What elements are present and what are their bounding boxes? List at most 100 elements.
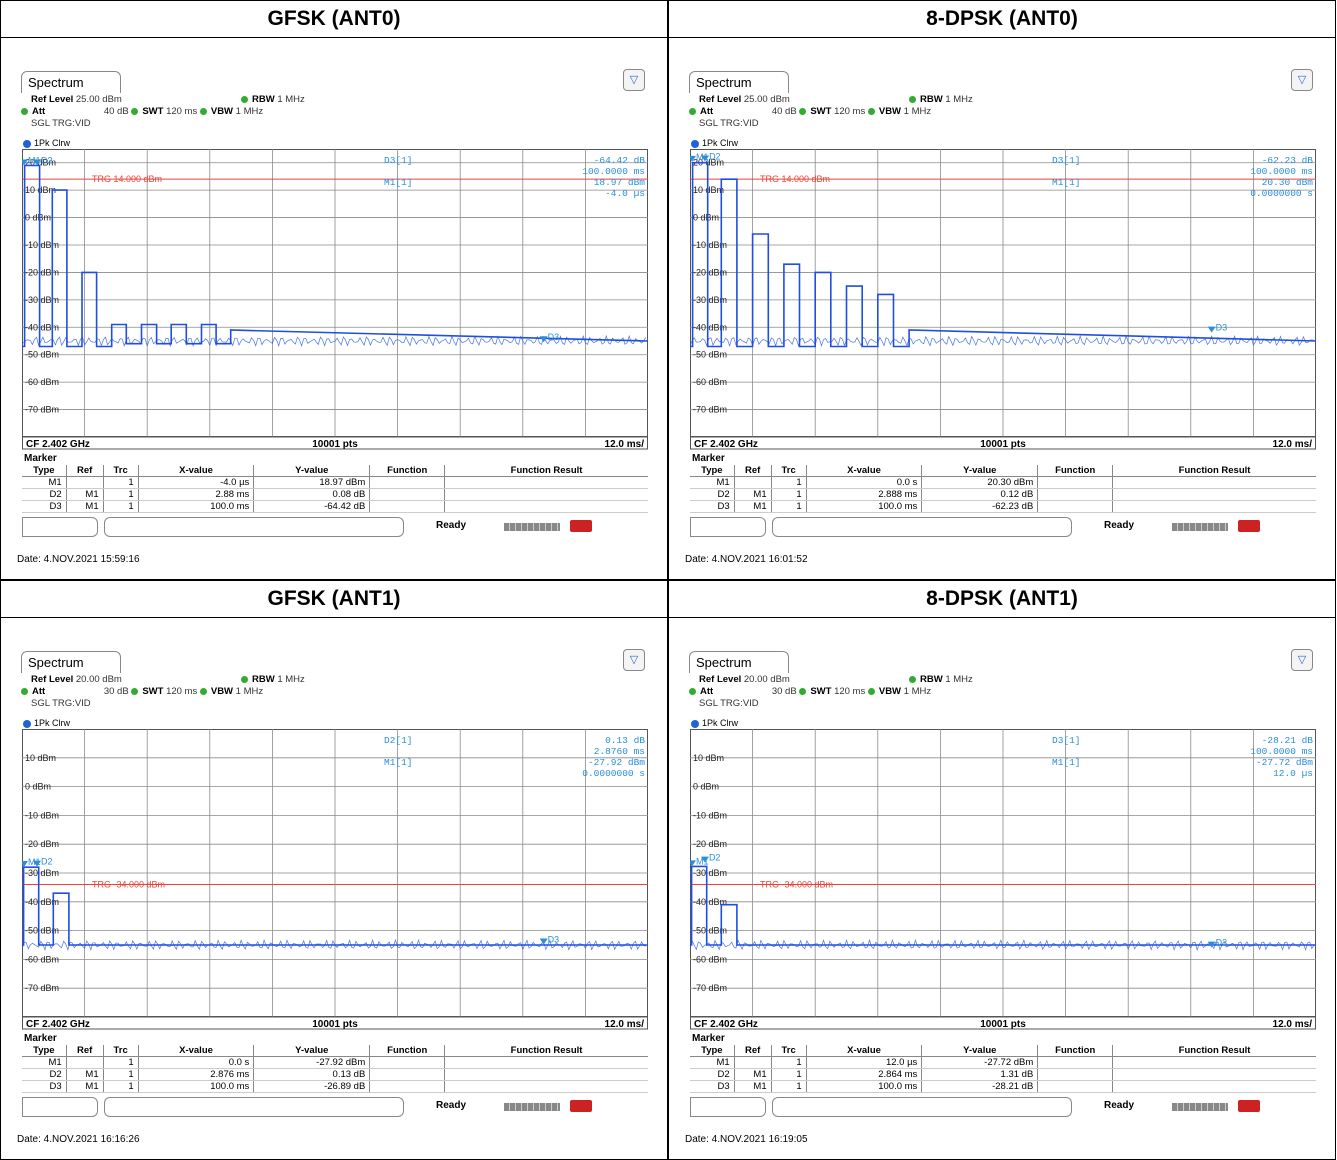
marker-m1: [22, 861, 28, 868]
marker-table-cell: [733, 476, 772, 489]
ref-level-label: Ref Level: [31, 94, 74, 105]
status-field-2[interactable]: [772, 517, 1072, 537]
display-settings-icon[interactable]: ▽: [1291, 649, 1313, 671]
marker-table-cell: [1112, 488, 1316, 501]
marker-label-d3: D3: [548, 934, 560, 944]
marker-table-cell: -26.89 dB: [253, 1080, 370, 1093]
status-field-1[interactable]: [690, 1097, 766, 1117]
vbw-value: 1 MHz: [235, 106, 264, 117]
trace-indicator-icon: [691, 139, 699, 148]
marker-table-cell: D3: [22, 500, 67, 513]
marker-table-row[interactable]: M1 1 12.0 µs -27.72 dBm: [690, 1056, 1316, 1069]
column-header: Function: [369, 1045, 445, 1057]
instrument-logo-icon: [570, 1100, 592, 1112]
marker-table-row[interactable]: D2 M1 1 2.876 ms 0.13 dB: [22, 1068, 648, 1081]
display-settings-icon[interactable]: ▽: [623, 69, 645, 91]
status-field-1[interactable]: [22, 1097, 98, 1117]
marker-table-cell: M1: [65, 1080, 104, 1093]
y-tick-label: -10 dBm: [25, 240, 59, 250]
spectrum-plot: 20 dBm 10 dBm 0 dBm -10 dBm -20 dBm -30 dBm -4…: [690, 149, 1316, 450]
center-frequency: CF 2.402 GHz: [26, 439, 90, 450]
y-tick-label: 0 dBm: [693, 213, 719, 223]
marker-table-cell: [1037, 1080, 1113, 1093]
y-tick-label: -60 dBm: [693, 954, 727, 964]
marker-table-row[interactable]: M1 1 -4.0 µs 18.97 dBm: [22, 476, 648, 489]
trace-mode: 1Pk Clrw: [34, 138, 71, 148]
marker-table-cell: [733, 1056, 772, 1069]
ref-level-value: 25.00 dBm: [743, 94, 790, 105]
marker-table-row[interactable]: D3 M1 1 100.0 ms -28.21 dB: [690, 1080, 1316, 1093]
marker-table-title: Marker: [24, 453, 57, 464]
column-header: Trc: [102, 1045, 139, 1057]
center-frequency: CF 2.402 GHz: [694, 1019, 758, 1030]
trace-line: [22, 164, 648, 348]
display-settings-icon[interactable]: ▽: [623, 649, 645, 671]
att-indicator-icon: [21, 687, 28, 695]
trigger-mode: SGL TRG:VID: [699, 118, 759, 129]
tab-spectrum[interactable]: Spectrum: [21, 71, 121, 93]
marker-table-cell: 18.97 dBm: [253, 476, 370, 489]
status-field-2[interactable]: [772, 1097, 1072, 1117]
marker-table-cell: [1112, 500, 1316, 513]
display-settings-icon[interactable]: ▽: [1291, 69, 1313, 91]
tab-spectrum[interactable]: Spectrum: [689, 71, 789, 93]
att-value: 30 dB: [771, 686, 797, 697]
marker-table-cell: [369, 500, 445, 513]
marker-table-title: Marker: [24, 1033, 57, 1044]
marker-label-d2: D2: [41, 857, 53, 867]
marker-table-cell: [369, 476, 445, 489]
marker-table-row[interactable]: D3 M1 1 100.0 ms -26.89 dB: [22, 1080, 648, 1093]
marker-table-cell: [444, 500, 648, 513]
center-frequency: CF 2.402 GHz: [694, 439, 758, 450]
trigger-mode: SGL TRG:VID: [699, 698, 759, 709]
status-field-1[interactable]: [690, 517, 766, 537]
marker-table-row[interactable]: D2 M1 1 2.864 ms 1.31 dB: [690, 1068, 1316, 1081]
noise-floor-trace: [22, 938, 646, 952]
status-field-2[interactable]: [104, 517, 404, 537]
marker-table-row[interactable]: D3 M1 1 100.0 ms -62.23 dB: [690, 500, 1316, 513]
column-header: Trc: [770, 465, 807, 477]
ref-level-label: Ref Level: [699, 94, 742, 105]
ref-level-value: 25.00 dBm: [75, 94, 122, 105]
spectrum-plot: 10 dBm 0 dBm -10 dBm -20 dBm -30 dBm -40 dBm -…: [690, 729, 1316, 1030]
spectrum-plot: 20 dBm 10 dBm 0 dBm -10 dBm -20 dBm -30 dBm -4…: [22, 149, 648, 450]
column-header: Type: [690, 1045, 735, 1057]
capture-date: Date: 4.NOV.2021 16:16:26: [17, 1134, 140, 1145]
marker-table-cell: 1: [770, 500, 807, 513]
att-line: Att 30 dB SWT 120 ms VBW 1 MHz: [689, 686, 931, 698]
trace-mode: 1Pk Clrw: [702, 718, 739, 728]
readout-2-x: 0.0000000 s: [1250, 188, 1313, 199]
marker-table-cell: M1: [22, 476, 67, 489]
marker-table-row[interactable]: M1 1 0.0 s 20.30 dBm: [690, 476, 1316, 489]
marker-d2: [700, 856, 709, 863]
y-tick-label: 10 dBm: [693, 753, 724, 763]
column-header: Type: [22, 465, 67, 477]
instrument-logo-icon: [1238, 520, 1260, 532]
status-field-2[interactable]: [104, 1097, 404, 1117]
marker-table-row[interactable]: D2 M1 1 2.88 ms 0.08 dB: [22, 488, 648, 501]
marker-table-row[interactable]: M1 1 0.0 s -27.92 dBm: [22, 1056, 648, 1069]
vbw-label: VBW: [878, 106, 902, 117]
marker-table-row[interactable]: D2 M1 1 2.888 ms 0.12 dB: [690, 488, 1316, 501]
trigger-label: TRG -34.000 dBm: [92, 880, 165, 890]
time-per-division: 12.0 ms/: [1273, 1019, 1313, 1030]
marker-table-row[interactable]: D3 M1 1 100.0 ms -64.42 dB: [22, 500, 648, 513]
rbw-line: RBW 1 MHz: [909, 94, 973, 106]
readout-1-value: -62.23 dB: [1262, 155, 1314, 166]
ref-level-label: Ref Level: [699, 674, 742, 685]
marker-table-cell: [1037, 476, 1113, 489]
att-indicator-icon: [689, 107, 696, 115]
vbw-value: 1 MHz: [903, 686, 932, 697]
analyzer-screenshot: Spectrum ▽ Ref Level 25.00 dBm RBW 1 MHz Att…: [685, 61, 1321, 545]
tab-spectrum[interactable]: Spectrum: [689, 651, 789, 673]
marker-table-cell: [1112, 1080, 1316, 1093]
panel-title: GFSK (ANT0): [267, 7, 401, 30]
column-header: Ref: [733, 1045, 772, 1057]
marker-m1: [690, 860, 696, 867]
readout-1-name: D3[1]: [1052, 735, 1081, 746]
tab-spectrum[interactable]: Spectrum: [21, 651, 121, 673]
marker-table-cell: [1112, 1056, 1316, 1069]
readout-2-value: 18.97 dBm: [594, 177, 646, 188]
status-field-1[interactable]: [22, 517, 98, 537]
trace-indicator-icon: [23, 139, 31, 148]
